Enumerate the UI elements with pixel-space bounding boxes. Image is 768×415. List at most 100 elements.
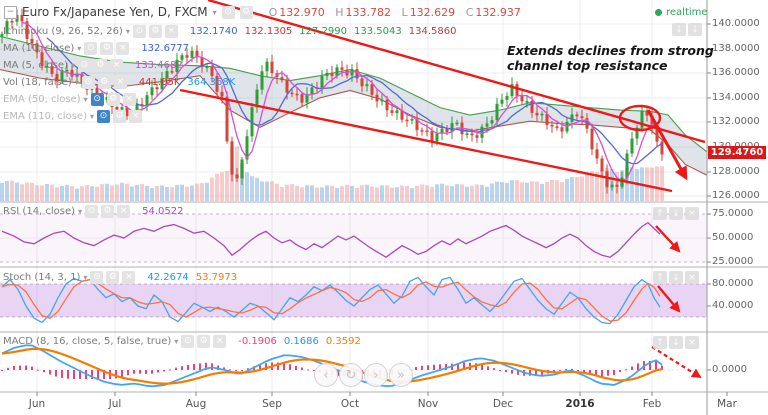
close-icon[interactable]: × xyxy=(129,109,142,123)
macd-signal-line xyxy=(1,347,663,385)
move-pane-down-icon[interactable]: ↓ xyxy=(672,23,686,36)
eye-icon[interactable]: ⊙ xyxy=(221,5,235,19)
chevron-down-icon[interactable]: ▾ xyxy=(78,206,83,216)
indicator-row-stoch: Stoch (14, 3, 1) ▾ ⊙ ⚙ × 42.2674 53.7973 xyxy=(3,270,237,284)
eye-icon[interactable]: ⊙ xyxy=(85,204,99,218)
axis-tick-label: 40.0000 xyxy=(712,300,754,311)
axis-tick-label: 128.0000 xyxy=(712,166,760,177)
maximize-pane-icon[interactable]: ↓ xyxy=(688,23,702,36)
close-pane-icon[interactable]: × xyxy=(685,336,699,349)
settings-icon[interactable]: ⚙ xyxy=(100,41,114,55)
settings-icon[interactable]: ⚙ xyxy=(106,270,120,284)
eye-icon[interactable]: ⊙ xyxy=(132,24,146,38)
chevron-down-icon[interactable]: ▾ xyxy=(125,26,130,36)
axis-tick-label: 134.0000 xyxy=(712,92,760,103)
move-pane-down-icon[interactable]: ↓ xyxy=(669,336,683,349)
ichimoku-value-0: 132.1740 xyxy=(189,25,238,37)
main-pane-controls: ↓ ↓ xyxy=(672,23,702,36)
open-label: O xyxy=(268,5,278,19)
move-pane-up-icon[interactable]: ↑ xyxy=(653,271,667,284)
close-icon[interactable]: × xyxy=(109,58,123,72)
eye-icon[interactable]: ⊙ xyxy=(90,92,104,106)
chevron-down-icon[interactable]: ▾ xyxy=(212,7,217,17)
rsi-label[interactable]: RSI (14, close) xyxy=(3,205,76,217)
ema-50-label[interactable]: EMA (50, close) xyxy=(3,93,81,105)
settings-icon[interactable]: ⚙ xyxy=(197,334,211,348)
indicator-row-ema-50: EMA (50, close) ▾ ⊙ ⚙ × xyxy=(3,92,136,106)
chevron-down-icon[interactable]: ▾ xyxy=(74,77,79,87)
close-icon[interactable]: × xyxy=(164,24,178,38)
settings-icon[interactable]: ⚙ xyxy=(113,109,126,123)
indicator-row-rsi: RSI (14, close) ▾ ⊙ ⚙ × 54.0522 xyxy=(3,204,183,218)
chevron-down-icon[interactable]: ▾ xyxy=(83,272,88,282)
realtime-dot-icon xyxy=(655,9,662,16)
settings-icon[interactable]: ⚙ xyxy=(97,75,111,89)
close-value: 132.937 xyxy=(475,5,521,19)
ma-10-value-0: 132.6777 xyxy=(141,42,190,54)
chevron-down-icon[interactable]: ▾ xyxy=(70,60,75,70)
settings-icon[interactable]: ⚙ xyxy=(101,204,115,218)
scroll-right-button[interactable]: › xyxy=(364,363,388,387)
close-icon[interactable]: × xyxy=(122,92,136,106)
ma-5-value-0: 133.4682 xyxy=(134,59,183,71)
indicator-row-ichimoku: Ichimoku (9, 26, 52, 26) ▾ ⊙ ⚙ × 132.1740 132.… xyxy=(3,24,456,38)
eye-icon[interactable]: ⊙ xyxy=(181,334,195,348)
settings-icon[interactable]: ⚙ xyxy=(239,5,253,19)
axis-tick-label: 75.0000 xyxy=(712,208,754,219)
collapse-pane-icon[interactable]: − xyxy=(4,5,17,19)
stoch-value-1: 53.7973 xyxy=(195,271,238,283)
reset-chart-button[interactable]: ↻ xyxy=(339,363,363,387)
go-to-realtime-button[interactable]: » xyxy=(389,363,413,387)
ichimoku-values: 132.1740 132.1305 127.2990 133.5043 134.5860 xyxy=(190,26,457,37)
stoch-label[interactable]: Stoch (14, 3, 1) xyxy=(3,271,81,283)
chevron-down-icon[interactable]: ▾ xyxy=(77,43,82,53)
settings-icon[interactable]: ⚙ xyxy=(93,58,107,72)
ema-110-label[interactable]: EMA (110, close) xyxy=(3,110,87,122)
eye-icon[interactable]: ⊙ xyxy=(77,58,91,72)
eye-icon[interactable]: ⊙ xyxy=(81,75,95,89)
move-pane-up-icon[interactable]: ↑ xyxy=(653,336,667,349)
move-pane-down-icon[interactable]: ↓ xyxy=(669,207,683,220)
scroll-left-button[interactable]: ‹ xyxy=(314,363,338,387)
close-icon[interactable]: × xyxy=(213,334,227,348)
close-icon[interactable]: × xyxy=(113,75,127,89)
channel-bottom-line xyxy=(179,88,673,193)
close-icon[interactable]: × xyxy=(116,41,130,55)
month-label: Nov xyxy=(417,398,439,410)
vol-label[interactable]: Vol (18, false) xyxy=(3,76,72,88)
indicator-row-macd: MACD (8, 16, close, 5, false, true) ▾ ⊙ ⚙ × -… xyxy=(3,334,361,348)
stoch-pane-controls: ↑ ↓ × xyxy=(653,271,699,284)
ichimoku-label[interactable]: Ichimoku (9, 26, 52, 26) xyxy=(3,25,123,37)
move-pane-up-icon[interactable]: ↑ xyxy=(653,207,667,220)
move-pane-down-icon[interactable]: ↓ xyxy=(669,271,683,284)
close-icon[interactable]: × xyxy=(122,270,136,284)
close-pane-icon[interactable]: × xyxy=(685,271,699,284)
settings-icon[interactable]: ⚙ xyxy=(148,24,162,38)
chevron-down-icon[interactable]: ▾ xyxy=(174,336,179,346)
eye-icon[interactable]: ⊙ xyxy=(97,109,110,123)
chevron-down-icon[interactable]: ▾ xyxy=(83,94,88,104)
axis-tick-label: 50.0000 xyxy=(712,232,754,243)
eye-icon[interactable]: ⊙ xyxy=(84,41,98,55)
macd-value-0: -0.1906 xyxy=(238,335,277,347)
axis-tick-label: 138.0000 xyxy=(712,43,760,54)
annotation-note[interactable]: Extends declines from strong channel top… xyxy=(507,43,714,73)
symbol-title[interactable]: Euro Fx/Japanese Yen, D, FXCM xyxy=(22,5,208,19)
axis-tick-label: 132.0000 xyxy=(712,116,760,127)
macd-label[interactable]: MACD (8, 16, close, 5, false, true) xyxy=(3,335,172,347)
chevron-down-icon[interactable]: ▾ xyxy=(89,111,94,121)
axis-tick-label: 140.0000 xyxy=(712,18,760,29)
settings-icon[interactable]: ⚙ xyxy=(106,92,120,106)
eye-icon[interactable]: ⊙ xyxy=(90,270,104,284)
ma-5-label[interactable]: MA (5, close) xyxy=(3,59,68,71)
high-label: H xyxy=(335,5,344,19)
close-pane-icon[interactable]: × xyxy=(685,207,699,220)
close-icon[interactable]: × xyxy=(117,204,131,218)
low-value: 132.629 xyxy=(409,5,456,19)
stoch-value-0: 42.2674 xyxy=(147,271,189,283)
ichimoku-value-3: 133.5043 xyxy=(354,25,402,37)
ma-10-label[interactable]: MA (10, close) xyxy=(3,42,75,54)
indicator-row-ma-10: MA (10, close) ▾ ⊙ ⚙ × 132.6777 xyxy=(3,41,189,55)
stoch-down-arrow xyxy=(657,285,681,313)
